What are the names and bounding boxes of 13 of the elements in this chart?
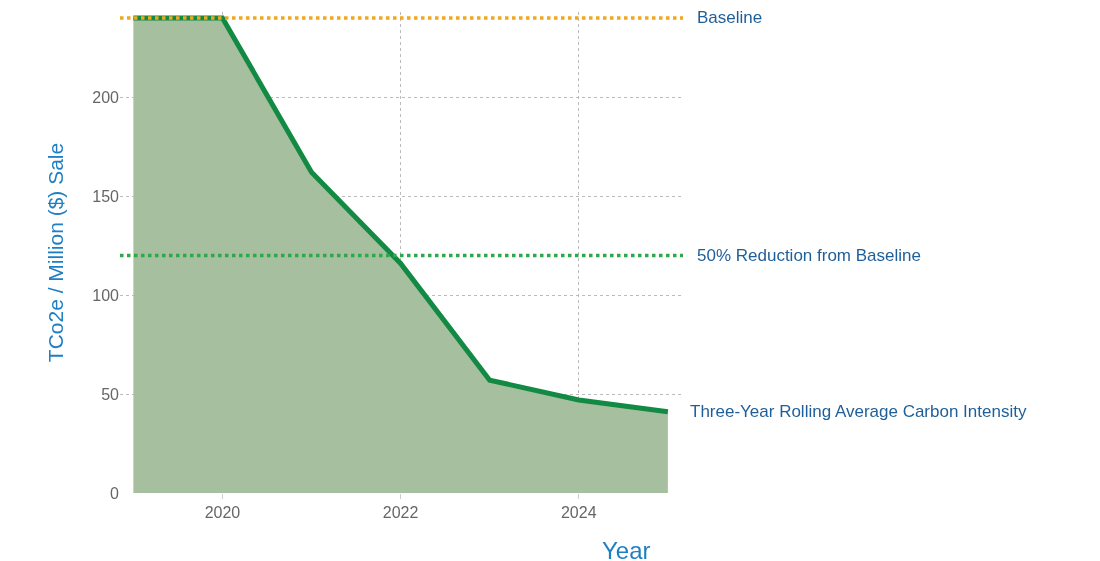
- y-tick-label: 200: [92, 88, 120, 106]
- x-tick-label: 2024: [560, 504, 597, 522]
- y-tick-label: 150: [92, 187, 120, 205]
- y-tick-label: 0: [110, 484, 120, 502]
- x-tick-label: 2022: [382, 504, 419, 522]
- ref-line-label: 50% Reduction from Baseline: [697, 246, 921, 265]
- y-axis-title: TCo2e / Million ($) Sale: [44, 142, 68, 363]
- series-label: Three-Year Rolling Average Carbon Intensity: [690, 402, 1027, 421]
- y-tick-label: 100: [92, 286, 120, 304]
- y-tick-label: 50: [101, 385, 120, 403]
- x-axis-title: Year: [602, 537, 651, 561]
- ref-line-label: Baseline: [697, 8, 763, 27]
- x-tick-label: 2020: [204, 504, 241, 522]
